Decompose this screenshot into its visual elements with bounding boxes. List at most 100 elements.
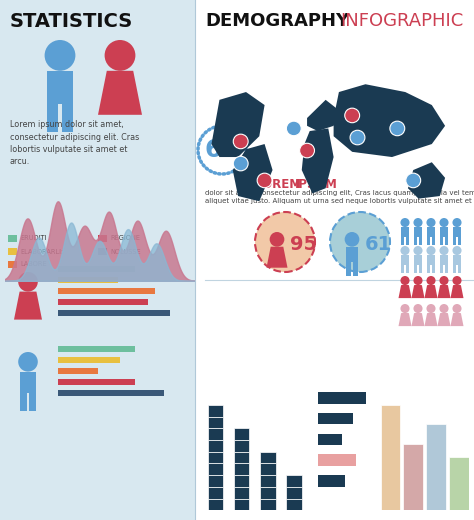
FancyBboxPatch shape xyxy=(414,265,417,274)
FancyBboxPatch shape xyxy=(419,265,422,274)
FancyBboxPatch shape xyxy=(427,237,430,245)
FancyBboxPatch shape xyxy=(260,487,275,499)
Circle shape xyxy=(401,246,410,255)
Polygon shape xyxy=(425,313,438,326)
FancyBboxPatch shape xyxy=(19,393,27,411)
FancyBboxPatch shape xyxy=(98,235,107,242)
FancyBboxPatch shape xyxy=(453,265,456,274)
Circle shape xyxy=(390,121,405,136)
FancyBboxPatch shape xyxy=(453,237,456,245)
Circle shape xyxy=(401,218,410,227)
Circle shape xyxy=(439,304,448,313)
Circle shape xyxy=(439,218,448,227)
Text: LABORE: LABORE xyxy=(20,262,46,267)
FancyBboxPatch shape xyxy=(414,227,422,237)
FancyBboxPatch shape xyxy=(8,235,17,242)
FancyBboxPatch shape xyxy=(317,413,353,424)
Polygon shape xyxy=(438,313,450,326)
Polygon shape xyxy=(450,285,464,298)
FancyBboxPatch shape xyxy=(415,285,421,290)
FancyBboxPatch shape xyxy=(402,285,408,290)
FancyBboxPatch shape xyxy=(208,499,223,510)
FancyBboxPatch shape xyxy=(8,248,17,255)
Circle shape xyxy=(270,232,284,246)
Circle shape xyxy=(427,218,436,227)
Circle shape xyxy=(406,173,420,188)
Circle shape xyxy=(350,130,365,145)
FancyBboxPatch shape xyxy=(453,227,461,237)
FancyBboxPatch shape xyxy=(401,265,404,274)
Polygon shape xyxy=(334,84,445,157)
Circle shape xyxy=(300,143,314,158)
FancyBboxPatch shape xyxy=(406,237,409,245)
FancyBboxPatch shape xyxy=(286,487,301,499)
FancyBboxPatch shape xyxy=(47,104,58,133)
FancyBboxPatch shape xyxy=(428,313,434,318)
FancyBboxPatch shape xyxy=(402,313,408,318)
FancyBboxPatch shape xyxy=(208,428,223,440)
FancyBboxPatch shape xyxy=(29,393,36,411)
FancyBboxPatch shape xyxy=(47,71,73,104)
FancyBboxPatch shape xyxy=(458,237,461,245)
FancyBboxPatch shape xyxy=(208,452,223,463)
FancyBboxPatch shape xyxy=(445,237,448,245)
FancyBboxPatch shape xyxy=(426,424,446,510)
FancyBboxPatch shape xyxy=(208,475,223,487)
Polygon shape xyxy=(98,71,142,115)
FancyBboxPatch shape xyxy=(58,379,136,385)
FancyBboxPatch shape xyxy=(286,499,301,510)
FancyBboxPatch shape xyxy=(440,227,448,237)
FancyBboxPatch shape xyxy=(58,266,136,272)
FancyBboxPatch shape xyxy=(317,392,366,404)
FancyBboxPatch shape xyxy=(414,255,422,265)
Circle shape xyxy=(401,304,410,313)
Polygon shape xyxy=(266,246,288,268)
Text: STATISTICS: STATISTICS xyxy=(10,12,133,31)
Polygon shape xyxy=(411,313,425,326)
FancyBboxPatch shape xyxy=(432,237,435,245)
FancyBboxPatch shape xyxy=(440,237,443,245)
FancyBboxPatch shape xyxy=(454,313,460,318)
FancyBboxPatch shape xyxy=(445,265,448,274)
Circle shape xyxy=(330,212,390,272)
Circle shape xyxy=(286,121,301,136)
FancyBboxPatch shape xyxy=(8,261,17,268)
Circle shape xyxy=(413,304,422,313)
FancyBboxPatch shape xyxy=(58,390,164,396)
Circle shape xyxy=(233,156,248,171)
FancyBboxPatch shape xyxy=(62,104,73,133)
Circle shape xyxy=(255,212,315,272)
Circle shape xyxy=(45,40,75,71)
Polygon shape xyxy=(211,92,264,157)
Circle shape xyxy=(413,246,422,255)
Circle shape xyxy=(105,40,136,71)
Text: DEMOGRAPHY: DEMOGRAPHY xyxy=(205,12,349,30)
FancyBboxPatch shape xyxy=(427,227,435,237)
FancyBboxPatch shape xyxy=(19,372,36,393)
FancyBboxPatch shape xyxy=(428,285,434,290)
FancyBboxPatch shape xyxy=(58,299,148,305)
FancyBboxPatch shape xyxy=(58,357,120,363)
FancyBboxPatch shape xyxy=(453,255,461,265)
Circle shape xyxy=(439,246,448,255)
Circle shape xyxy=(345,232,359,246)
FancyBboxPatch shape xyxy=(427,265,430,274)
Circle shape xyxy=(401,276,410,285)
FancyBboxPatch shape xyxy=(441,313,447,318)
FancyBboxPatch shape xyxy=(260,475,275,487)
Text: Lorem ipsum dolor sit amet,
consectetur adipiscing elit. Cras
lobortis vulputate: Lorem ipsum dolor sit amet, consectetur … xyxy=(10,120,139,166)
FancyBboxPatch shape xyxy=(353,263,358,276)
FancyBboxPatch shape xyxy=(449,457,468,510)
Text: 66: 66 xyxy=(205,138,239,162)
FancyBboxPatch shape xyxy=(454,285,460,290)
FancyBboxPatch shape xyxy=(58,310,171,316)
Circle shape xyxy=(233,134,248,149)
FancyBboxPatch shape xyxy=(234,463,249,475)
FancyBboxPatch shape xyxy=(260,452,275,463)
FancyBboxPatch shape xyxy=(58,288,155,294)
FancyBboxPatch shape xyxy=(208,440,223,452)
FancyBboxPatch shape xyxy=(415,313,421,318)
Text: NOLUSSE: NOLUSSE xyxy=(110,249,141,254)
Circle shape xyxy=(257,173,272,188)
FancyBboxPatch shape xyxy=(419,237,422,245)
